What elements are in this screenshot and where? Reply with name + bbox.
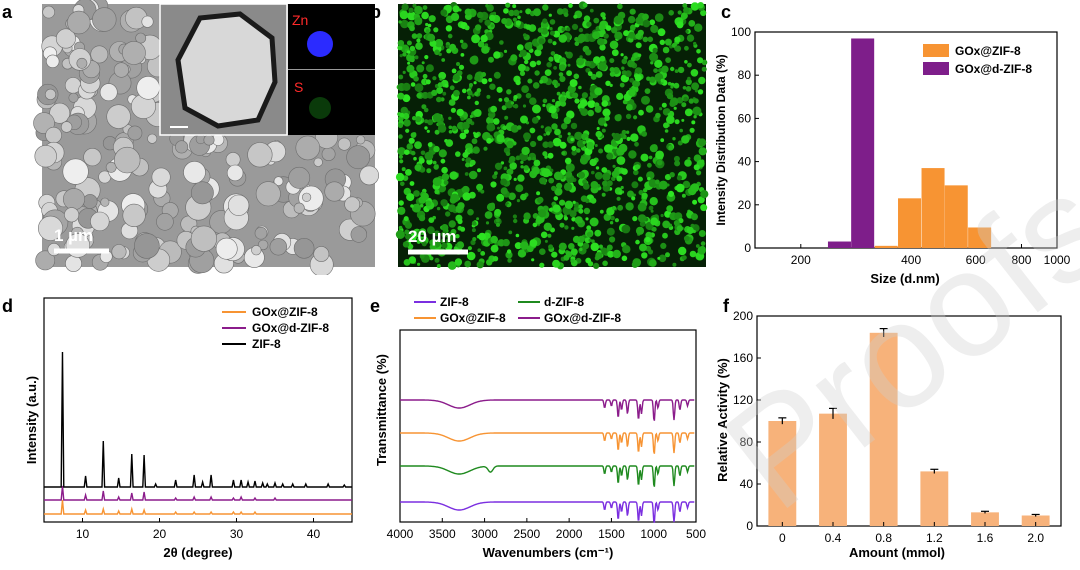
c-bar-s1-0 bbox=[827, 241, 851, 248]
eds-s-label: S bbox=[294, 79, 303, 95]
e-xlabel-tick-0: 4000 bbox=[387, 527, 414, 541]
panel-d: d Intensity (a.u.) 2θ (degree) 10 20 30 40 … bbox=[2, 296, 353, 560]
panel-c-letter: c bbox=[721, 2, 731, 22]
scale-label-a: 1 µm bbox=[54, 226, 93, 245]
d-xlabel-tick-2: 30 bbox=[230, 527, 244, 541]
d-legend-2: GOx@d-ZIF-8 bbox=[252, 321, 329, 335]
e-xlabel-tick-7: 500 bbox=[686, 527, 706, 541]
e-axes bbox=[399, 329, 697, 523]
panel-d-letter: d bbox=[2, 296, 13, 316]
f-ylabel-tick-0: 0 bbox=[746, 519, 753, 533]
panel-b: b 20 µm bbox=[370, 1, 709, 270]
tem-inset bbox=[159, 3, 288, 136]
f-bar-3 bbox=[920, 471, 949, 526]
d-legend-1: GOx@ZIF-8 bbox=[252, 305, 318, 319]
d-legend-3: ZIF-8 bbox=[252, 337, 281, 351]
c-bar-s0-2 bbox=[921, 168, 945, 248]
panel-a: a Zn S 1 µm bbox=[2, 0, 380, 275]
e-xlabel-tick-4: 2000 bbox=[556, 527, 583, 541]
e-xlabel-tick-5: 1500 bbox=[598, 527, 625, 541]
c-bar-s0-1 bbox=[898, 198, 922, 248]
c-ylabel-tick-3: 60 bbox=[738, 111, 752, 125]
f-bar-5 bbox=[1021, 515, 1050, 526]
c-ylabel-tick-4: 80 bbox=[738, 68, 752, 82]
e-xlabel-tick-3: 2500 bbox=[514, 527, 541, 541]
zn-map bbox=[307, 31, 333, 57]
f-bar-1 bbox=[819, 413, 847, 526]
e-legend-4: GOx@d-ZIF-8 bbox=[544, 311, 621, 325]
c-ylabel-tick-0: 0 bbox=[744, 241, 751, 255]
c-xlabel-tick-1: 400 bbox=[901, 253, 921, 267]
e-xlabel-tick-1: 3500 bbox=[429, 527, 456, 541]
d-xlabel-tick-3: 40 bbox=[307, 527, 321, 541]
e-series-0 bbox=[400, 501, 695, 523]
c-legend-1: GOx@ZIF-8 bbox=[955, 44, 1021, 58]
panel-e: e Transmittance (%) Wavenumbers (cm⁻¹) 4… bbox=[370, 295, 706, 560]
panel-c: c Intensity Distribution Data (%) Size (… bbox=[714, 2, 1071, 286]
f-xlabel-tick-3: 1.2 bbox=[926, 531, 943, 545]
e-legend: ZIF-8 GOx@ZIF-8 d-ZIF-8 GOx@d-ZIF-8 bbox=[414, 295, 621, 325]
e-legend-2: GOx@ZIF-8 bbox=[440, 311, 506, 325]
c-xlabel: Size (d.nm) bbox=[870, 271, 939, 286]
e-series-2 bbox=[400, 432, 695, 454]
panel-a-letter: a bbox=[2, 2, 13, 22]
f-ylabel-tick-1: 40 bbox=[740, 477, 754, 491]
c-xlabel-tick-2: 600 bbox=[966, 253, 986, 267]
c-bar-s1-1 bbox=[851, 38, 875, 249]
d-series-0 bbox=[44, 499, 352, 515]
d-series-1 bbox=[44, 485, 352, 501]
c-ylabel-tick-2: 40 bbox=[738, 155, 752, 169]
f-axes bbox=[756, 315, 1062, 527]
e-xlabel: Wavenumbers (cm⁻¹) bbox=[483, 545, 614, 560]
f-bar-0 bbox=[768, 421, 797, 526]
scale-label-b: 20 µm bbox=[408, 227, 457, 246]
f-ylabel-tick-2: 80 bbox=[740, 435, 754, 449]
c-bar-s0-3 bbox=[944, 185, 968, 248]
f-xlabel-tick-5: 2.0 bbox=[1027, 531, 1044, 545]
f-bar-2 bbox=[869, 332, 898, 526]
panel-f-letter: f bbox=[723, 296, 730, 316]
f-ylabel-tick-5: 200 bbox=[733, 309, 753, 323]
e-xlabel-tick-2: 3000 bbox=[471, 527, 498, 541]
f-xlabel-tick-2: 0.8 bbox=[875, 531, 892, 545]
e-series-1 bbox=[400, 465, 695, 487]
c-xlabel-tick-0: 200 bbox=[791, 253, 811, 267]
f-ylabel-tick-4: 160 bbox=[733, 351, 753, 365]
panel-f: f Relative Activity (%) Amount (mmol) 0 4… bbox=[715, 296, 1062, 560]
d-xlabel: 2θ (degree) bbox=[163, 545, 232, 560]
d-xlabel-tick-1: 20 bbox=[153, 527, 167, 541]
c-ylabel-tick-5: 100 bbox=[731, 25, 751, 39]
e-xlabel-tick-6: 1000 bbox=[640, 527, 667, 541]
f-xlabel: Amount (mmol) bbox=[849, 545, 945, 560]
d-axes bbox=[43, 297, 353, 523]
f-bar-4 bbox=[971, 512, 999, 526]
e-legend-3: d-ZIF-8 bbox=[544, 295, 584, 309]
f-xlabel-tick-1: 0.4 bbox=[825, 531, 842, 545]
eds-zn-label: Zn bbox=[292, 12, 308, 28]
f-ylabel-tick-3: 120 bbox=[733, 393, 753, 407]
panel-b-letter: b bbox=[370, 2, 381, 22]
c-legend: GOx@ZIF-8 GOx@d-ZIF-8 bbox=[923, 44, 1032, 76]
e-legend-1: ZIF-8 bbox=[440, 295, 469, 309]
f-xlabel-tick-0: 0 bbox=[779, 531, 786, 545]
panel-e-letter: e bbox=[370, 296, 380, 316]
c-ylabel-tick-1: 20 bbox=[738, 198, 752, 212]
d-series-2 bbox=[44, 351, 352, 488]
f-xlabel-tick-4: 1.6 bbox=[977, 531, 994, 545]
e-series-3 bbox=[400, 399, 695, 421]
c-legend-2: GOx@d-ZIF-8 bbox=[955, 62, 1032, 76]
eds-maps: Zn S bbox=[288, 4, 375, 135]
c-bar-s0-0 bbox=[874, 245, 898, 248]
e-ylabel: Transmittance (%) bbox=[374, 354, 389, 466]
c-bar-s0-4 bbox=[968, 227, 992, 248]
d-legend: GOx@ZIF-8 GOx@d-ZIF-8 ZIF-8 bbox=[222, 305, 329, 351]
d-xlabel-tick-0: 10 bbox=[76, 527, 90, 541]
c-ylabel: Intensity Distribution Data (%) bbox=[714, 54, 728, 225]
c-xlabel-tick-4: 1000 bbox=[1044, 253, 1071, 267]
d-ylabel: Intensity (a.u.) bbox=[24, 376, 39, 464]
c-xlabel-tick-3: 800 bbox=[1011, 253, 1031, 267]
f-ylabel: Relative Activity (%) bbox=[715, 358, 730, 482]
